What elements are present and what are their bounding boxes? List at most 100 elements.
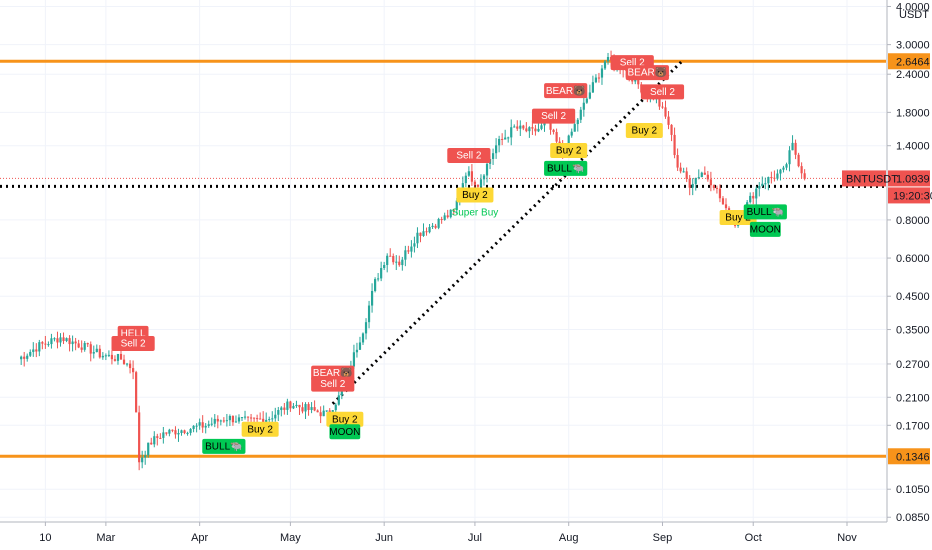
sell-signal-badge: [531, 108, 576, 124]
candle-body: [125, 363, 129, 365]
candle-body: [507, 137, 510, 139]
sell-signal-label: Sell 2: [620, 58, 645, 69]
candle-body: [528, 127, 531, 132]
candle-body: [676, 155, 679, 168]
price-tick-label: 0.1700: [896, 420, 930, 432]
sell-signal-label: BEAR🐻: [546, 84, 586, 97]
bull-signal-badge: [743, 204, 787, 220]
candle-body: [501, 138, 504, 140]
candle-body: [29, 351, 32, 356]
candle-body: [113, 359, 117, 361]
candle-body: [201, 422, 204, 428]
sell-signal-label: BEAR🐻: [628, 66, 668, 79]
candle-body: [543, 122, 546, 126]
candle-body: [597, 77, 601, 79]
candle-body: [283, 407, 286, 410]
price-tick-label: 0.2100: [896, 392, 930, 404]
candle-body: [80, 347, 83, 350]
buy-signal-label: Buy 2: [556, 146, 582, 157]
super-buy-label: Super Buy: [452, 207, 499, 218]
candle-body: [174, 430, 177, 435]
candle-body: [552, 129, 555, 133]
candle-body: [637, 76, 640, 85]
candle-body: [62, 337, 65, 341]
candle-body: [658, 96, 661, 107]
candle-body: [776, 173, 779, 179]
candle-body: [231, 416, 235, 423]
candle-body: [476, 184, 480, 187]
candle-body: [331, 410, 334, 413]
candle-body: [485, 163, 489, 176]
candle-body: [782, 167, 785, 170]
candle-body: [23, 356, 26, 359]
candle-body: [794, 142, 797, 155]
last-price-tag-label: 1.0939: [896, 173, 930, 185]
candle-body: [410, 246, 413, 252]
candle-body: [150, 442, 153, 445]
time-tick-label: May: [280, 532, 301, 544]
candle-body: [413, 243, 416, 247]
candle-body: [271, 418, 274, 420]
buy-signal-badge: [241, 421, 279, 437]
candle-body: [234, 421, 238, 423]
price-tick-label: 1.4000: [896, 141, 930, 153]
candle-body: [110, 354, 114, 360]
price-tick-label: 0.6000: [896, 253, 930, 265]
candle-body: [65, 338, 68, 341]
candle-body: [328, 410, 331, 413]
countdown-label: 19:20:30: [893, 190, 932, 202]
candle-body: [322, 410, 325, 417]
candle-body: [207, 424, 210, 426]
candle-body: [71, 341, 74, 345]
candle-body: [395, 261, 398, 263]
candle-body: [455, 200, 458, 210]
candle-body: [398, 261, 401, 266]
candle-body: [712, 185, 715, 188]
candle-body: [44, 343, 47, 345]
sell-signal-label: BEAR🐻: [313, 366, 353, 379]
candle-body: [779, 169, 782, 174]
candle-body: [243, 416, 247, 418]
time-tick-label: Mar: [96, 532, 115, 544]
bull-signal-label: MOON: [329, 427, 360, 438]
buy-signal-badge: [550, 143, 588, 159]
candle-body: [319, 412, 322, 417]
candle-body: [77, 343, 80, 348]
candle-body: [337, 395, 340, 405]
candle-body: [452, 209, 455, 211]
candle-body: [92, 352, 95, 354]
price-tick-label: 0.8000: [896, 215, 930, 227]
candle-body: [374, 279, 377, 291]
candle-body: [703, 172, 706, 175]
candle-body: [304, 404, 307, 412]
candle-body: [358, 342, 362, 350]
sell-signal-badge: [447, 148, 491, 164]
candle-body: [800, 166, 803, 174]
candle-body: [116, 353, 120, 361]
candle-body: [107, 354, 110, 356]
bull-signal-badge: [329, 424, 361, 440]
candle-body: [104, 355, 107, 357]
candle-body: [334, 404, 337, 411]
candle-body: [262, 418, 265, 424]
candle-body: [525, 128, 528, 132]
candle-body: [670, 124, 673, 135]
candle-body: [797, 154, 800, 167]
candle-body: [386, 255, 389, 266]
price-tick-label: 0.4500: [896, 291, 930, 303]
candle-body: [383, 265, 386, 269]
candle-body: [222, 420, 225, 422]
candle-body: [709, 179, 712, 186]
candle-body: [83, 343, 86, 350]
candle-body: [428, 227, 431, 233]
candle-body: [749, 195, 752, 203]
candle-body: [470, 171, 473, 182]
candle-body: [467, 171, 470, 176]
level-price-tag-label: 0.1346: [896, 451, 930, 463]
candle-body: [361, 333, 365, 343]
candle-body: [585, 98, 588, 103]
candle-body: [661, 106, 664, 108]
bull-signal-label: BULL🐃: [747, 207, 784, 218]
